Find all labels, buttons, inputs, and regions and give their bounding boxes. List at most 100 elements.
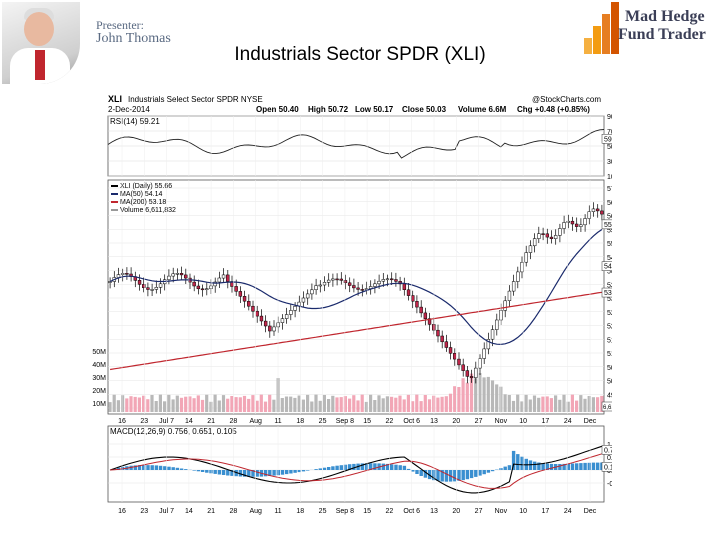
volume-bar [554, 395, 558, 412]
x-tick-label-bottom: 22 [386, 508, 394, 515]
candle-body [263, 320, 268, 327]
candle-body [385, 278, 390, 281]
rsi-tick-label: 10 [607, 174, 612, 181]
candle-body [528, 245, 533, 253]
macd-histogram-bar [184, 469, 188, 470]
volume-bar [457, 387, 461, 412]
volume-bar [158, 394, 162, 412]
volume-bar [255, 400, 259, 412]
candle-body [146, 287, 150, 290]
volume-bar [507, 395, 511, 412]
presenter-head [24, 12, 54, 46]
macd-histogram-bar [352, 463, 356, 470]
legend-label: MA(50) 54.14 [120, 191, 163, 198]
macd-histogram-bar [516, 454, 520, 470]
x-tick-label-top: 22 [386, 418, 394, 425]
macd-histogram-bar [200, 470, 205, 472]
candle-body [507, 290, 512, 301]
candle-body [583, 218, 587, 226]
volume-bar [259, 394, 263, 412]
volume-bar [419, 401, 423, 412]
macd-histogram-bar [217, 470, 222, 475]
macd-histogram-bar [205, 470, 209, 473]
volume-bar [318, 400, 322, 412]
volume-bar [327, 399, 331, 412]
volume-bar [369, 394, 373, 412]
x-tick-label-bottom: Jul 7 [159, 508, 174, 515]
candle-body [125, 273, 129, 275]
volume-bar [381, 398, 385, 412]
rsi-tick-label: 90 [607, 114, 612, 121]
macd-label: MACD(12,26,9) 0.756, 0.651, 0.105 [110, 427, 237, 436]
volume-bar [524, 394, 528, 412]
candle-body [259, 315, 264, 322]
candle-body [377, 280, 381, 285]
candle-body [373, 283, 377, 287]
x-tick-label-top: 15 [363, 418, 371, 425]
header-date: 2-Dec-2014 [108, 105, 150, 114]
rsi-tick-label: 70 [607, 129, 612, 136]
rsi-value-box [601, 134, 612, 144]
volume-bar [301, 399, 305, 412]
candle-body [579, 224, 583, 227]
volume-bar [348, 398, 352, 412]
volume-bar [280, 398, 284, 412]
candle-body [457, 358, 461, 366]
x-tick-label-top: Oct 6 [403, 418, 420, 425]
volume-bar [596, 397, 600, 412]
volume-bar [377, 395, 381, 412]
volume-bar [486, 376, 490, 412]
candle-body [184, 274, 188, 279]
volume-bar [331, 395, 335, 412]
macd-tick-label: 0.5 [607, 455, 612, 462]
price-panel: 57.0 56.5 56.0 55.5 55.0 54.5 54.0 53.5 53.0 52.5… [92, 179, 612, 415]
volume-bar [423, 395, 427, 412]
macd-histogram-bar [142, 465, 146, 470]
volume-bar [108, 402, 112, 412]
macd-value-label: 0.756 [604, 447, 612, 454]
macd-histogram-bar [263, 470, 268, 477]
price-tick-label: 54.0 [607, 269, 612, 276]
candle-body [562, 222, 566, 229]
volume-bar [163, 401, 167, 412]
volume-bar [469, 373, 474, 412]
volume-bar [226, 398, 230, 412]
macd-histogram-bar [348, 464, 352, 470]
macd-histogram-bar [251, 470, 255, 477]
macd-histogram-bar [339, 465, 343, 470]
header-open: Open 50.40 [256, 105, 299, 114]
volume-bar [314, 394, 318, 412]
price-value-box [601, 261, 612, 271]
volume-bar [200, 399, 205, 412]
macd-histogram-bar [154, 465, 159, 470]
candle-body [444, 341, 449, 348]
volume-bar [520, 401, 524, 412]
macd-histogram-bar [482, 470, 486, 475]
candle-body [356, 287, 360, 290]
x-tick-label-top: 14 [185, 418, 193, 425]
macd-histogram-bar [192, 470, 196, 471]
candle-body [137, 280, 142, 285]
volume-bar [453, 386, 457, 412]
macd-histogram-bar [369, 463, 373, 470]
macd-histogram-bar [411, 470, 415, 472]
candle-body [352, 285, 356, 289]
volume-bar [511, 400, 516, 412]
rsi-tick-label: 30 [607, 159, 612, 166]
price-tick-label: 54.5 [607, 255, 612, 262]
volume-bar [591, 397, 595, 412]
candle-body [553, 235, 558, 239]
volume-bar [436, 397, 440, 412]
macd-histogram-bar [196, 470, 201, 472]
candle-body [495, 319, 499, 330]
price-value-box [601, 287, 612, 298]
macd-histogram-bar [272, 470, 276, 476]
macd-histogram-bar [490, 470, 495, 472]
header-name: Industrials Select Sector SPDR NYSE [128, 95, 263, 104]
macd-histogram-bar [133, 465, 137, 470]
candle-body [120, 273, 125, 275]
price-tick-label: 56.5 [607, 200, 612, 207]
x-tick-label-top: 23 [140, 418, 148, 425]
volume-bar [284, 396, 289, 412]
x-tick-label-top: Nov [495, 418, 508, 425]
